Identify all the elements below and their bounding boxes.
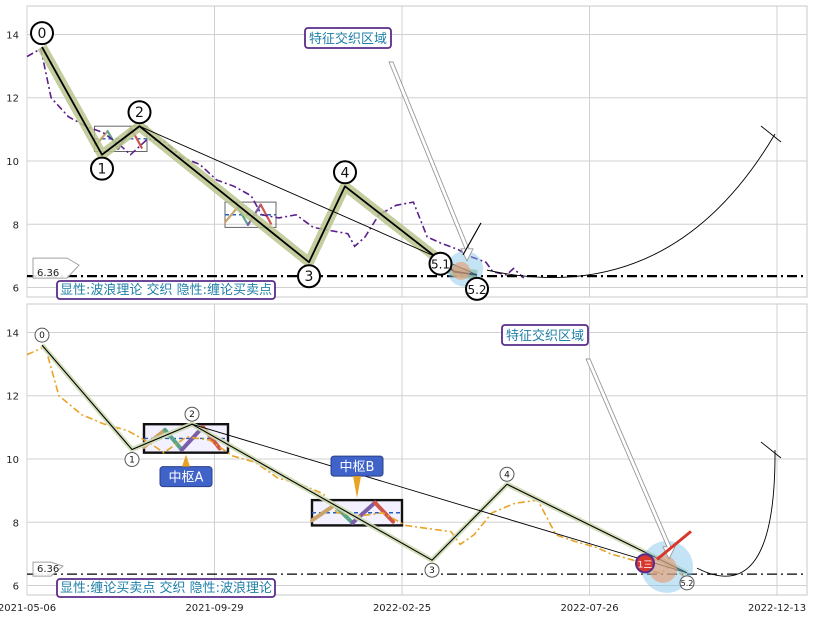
wave-point-label-0-0: 0 — [38, 26, 47, 42]
highlight-label-box-1 — [501, 324, 589, 346]
y-tick-label-1-3: 12 — [6, 392, 19, 403]
wave-connector-1 — [191, 423, 688, 574]
pivot-stroke-1-1-3 — [373, 500, 395, 524]
reference-line-label-0: 6.36 — [37, 268, 59, 279]
price-series-0 — [26, 47, 525, 279]
wave-point-marker-0-4 — [333, 160, 357, 185]
center-label-arrow-1 — [353, 476, 361, 499]
reference-arrow-0 — [32, 257, 80, 279]
y-tick-label-1-2: 10 — [6, 455, 19, 466]
center-label-1: 中枢B — [340, 460, 375, 475]
center-label-0: 中枢A — [169, 471, 204, 486]
buy-marker-ray — [656, 530, 692, 561]
projection-arc-0 — [486, 133, 776, 278]
highlight-label-1: 特征交织区域 — [506, 328, 584, 344]
wave-point-label-0-2: 2 — [135, 105, 144, 121]
highlight-core-0 — [452, 261, 470, 280]
wave-point-marker-1-0 — [34, 327, 50, 343]
legend-text-1: 显性:缠论买卖点 交织 隐性:波浪理论 — [60, 580, 272, 596]
wave-point-marker-1-5 — [679, 575, 695, 591]
highlight-pointer-1 — [585, 358, 676, 560]
highlight-pointer-0 — [388, 61, 474, 262]
x-tick-label-2: 2022-02-25 — [373, 603, 431, 614]
reference-arrow-1 — [32, 561, 65, 577]
wave-point-marker-1-1 — [124, 452, 140, 467]
wave-point-label-1-1: 1 — [129, 456, 135, 466]
wave-point-marker-0-0 — [30, 21, 54, 46]
wave-point-marker-0-6 — [465, 276, 489, 301]
x-tick-label-1: 2021-09-29 — [185, 603, 243, 614]
wave-point-marker-0-2 — [127, 100, 152, 125]
y-tick-label-1-4: 14 — [6, 328, 19, 339]
wave-point-label-0-4: 4 — [341, 165, 350, 181]
x-tick-label-0: 2021-05-06 — [0, 603, 56, 614]
reference-line-label-1: 6.36 — [37, 564, 59, 575]
highlight-label-0: 特征交织区域 — [309, 31, 387, 47]
wave-point-marker-0-5 — [428, 251, 453, 276]
center-label-arrow-0 — [182, 454, 190, 467]
wave-point-label-0-1: 1 — [98, 162, 107, 178]
wave-point-label-1-2: 2 — [189, 410, 195, 420]
wave-point-label-0-6: 5.2 — [467, 283, 486, 297]
wave-point-label-0-5: 5.1 — [431, 258, 450, 272]
y-tick-label-0-3: 12 — [6, 94, 19, 105]
wave-point-marker-1-2 — [184, 406, 200, 422]
wave-point-label-1-5: 5.2 — [681, 579, 694, 588]
pivot-stroke-0-1-3 — [259, 203, 272, 225]
y-tick-label-1-1: 8 — [13, 518, 19, 529]
y-tick-label-0-2: 10 — [6, 157, 19, 168]
wave-point-label-1-0: 0 — [39, 331, 45, 341]
projection-arc-1 — [696, 449, 776, 577]
y-tick-label-0-1: 8 — [13, 220, 19, 231]
wave-connector-0 — [139, 125, 478, 276]
highlight-label-box-0 — [304, 27, 392, 49]
highlight-core-1 — [649, 554, 677, 583]
projection-arc-tick-0 — [760, 125, 782, 143]
x-tick-label-4: 2022-12-13 — [748, 603, 806, 614]
buy-marker-circle — [635, 553, 655, 574]
legend-box-0 — [56, 280, 276, 300]
wave-point-label-1-3: 3 — [429, 566, 435, 576]
end-marker-ray — [462, 222, 482, 256]
wave-point-label-0-3: 3 — [305, 269, 314, 285]
y-tick-label-0-4: 14 — [6, 30, 19, 41]
legend-box-1 — [56, 578, 276, 598]
wave-point-marker-0-1 — [90, 156, 114, 181]
projection-arc-tick-1 — [760, 441, 782, 459]
wave-point-marker-1-4 — [499, 466, 515, 482]
legend-text-0: 显性:波浪理论 交织 隐性:缠论买卖点 — [60, 282, 272, 298]
wave-point-label-1-4: 4 — [504, 470, 510, 480]
wave-point-marker-1-3 — [424, 562, 440, 578]
y-tick-label-1-0: 6 — [13, 582, 19, 593]
y-tick-label-0-0: 6 — [13, 284, 19, 295]
buy-marker-label: 1三 — [638, 560, 653, 570]
wave-path-1 — [41, 344, 688, 574]
pivot-stroke-1-1-0 — [310, 503, 337, 523]
x-tick-label-3: 2022-07-26 — [560, 603, 618, 614]
wave-point-marker-0-3 — [297, 264, 321, 289]
price-series-1 — [26, 345, 685, 577]
